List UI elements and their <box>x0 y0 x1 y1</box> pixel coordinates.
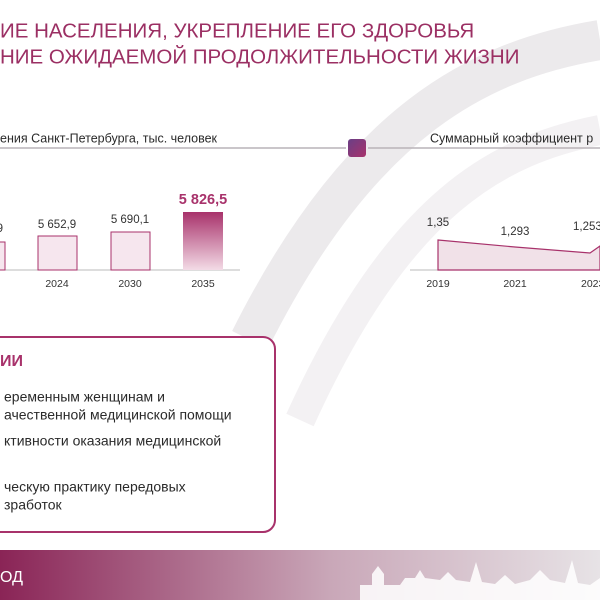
box-line: еременным женщинам и <box>4 389 165 405</box>
year-label: 2024 <box>45 278 69 290</box>
info-box <box>0 336 276 533</box>
box-line: зработок <box>4 497 63 513</box>
decor <box>232 20 600 349</box>
chart-title: Суммарный коэффициент р <box>430 131 593 145</box>
value-label: 5 652,9 <box>38 219 76 231</box>
bar <box>0 241 6 271</box>
year-label: 2035 <box>191 278 215 290</box>
chart-title: ения Санкт-Петербурга, тыс. человек <box>0 131 218 145</box>
title-line: ИЕ НАСЕЛЕНИЯ, УКРЕПЛЕНИЕ ЕГО ЗДОРОВЬЯ <box>0 19 474 42</box>
box-line: ачественной медицинской помощи <box>4 407 232 423</box>
decor <box>286 115 600 427</box>
bar <box>110 231 151 271</box>
area <box>437 239 600 271</box>
title-line: НИЕ ОЖИДАЕМОЙ ПРОДОЛЖИТЕЛЬНОСТИ ЖИЗНИ <box>0 44 519 68</box>
year-label: 2030 <box>118 278 142 290</box>
footer-text: ОД <box>0 569 23 586</box>
year-label: 2021 <box>503 278 527 290</box>
bar <box>183 212 223 270</box>
year-label: 2023 <box>581 278 600 290</box>
value-label: 9 <box>0 223 3 235</box>
bar <box>37 235 78 271</box>
value-label: 5 690,1 <box>111 214 149 226</box>
marker <box>348 139 366 157</box>
year-label: 2019 <box>426 278 450 290</box>
value-label: 5 826,5 <box>179 192 227 208</box>
box-title: ИИ <box>0 353 23 370</box>
city-silhouette <box>360 560 600 600</box>
box-line: ческую практику передовых <box>4 479 186 495</box>
value-label: 1,253 <box>573 221 600 233</box>
value-label: 1,35 <box>427 217 449 229</box>
box-line: ктивности оказания медицинской <box>4 433 221 449</box>
value-label: 1,293 <box>501 226 530 238</box>
